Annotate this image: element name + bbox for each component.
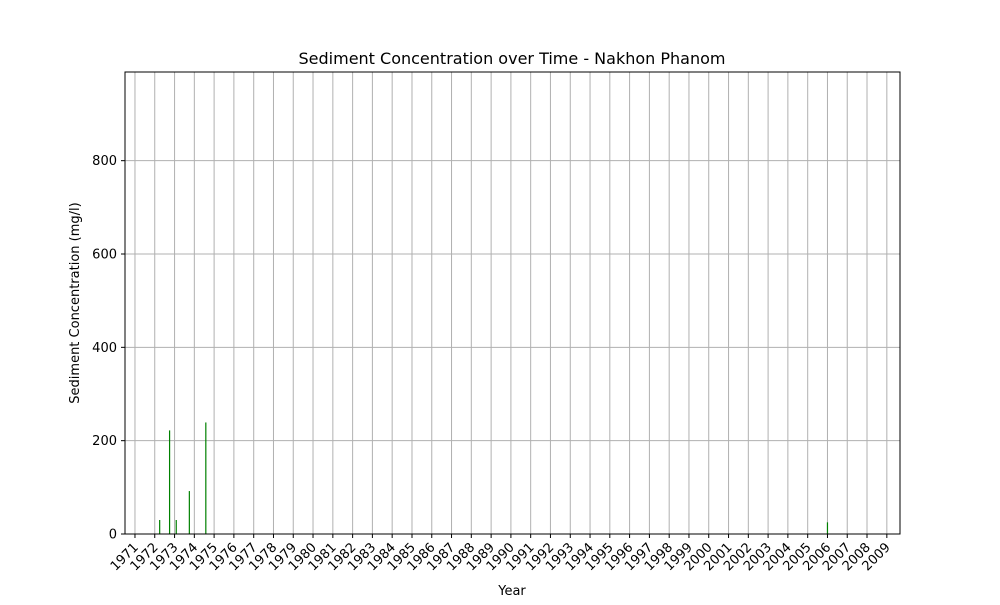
bar	[168, 430, 171, 534]
bar	[826, 522, 829, 534]
bar	[159, 520, 161, 534]
bar	[205, 422, 207, 534]
x-axis-label: Year	[497, 584, 526, 599]
y-tick-label: 0	[109, 528, 117, 543]
y-tick-label: 200	[92, 434, 117, 449]
plot-area-frame	[124, 71, 901, 535]
y-tick-label: 800	[92, 154, 117, 169]
grid-lines	[125, 72, 900, 535]
bars	[159, 422, 829, 534]
chart-title: Sediment Concentration over Time - Nakho…	[299, 49, 726, 68]
y-tick-label: 600	[92, 248, 117, 263]
axis-ticks: 1971197219731974197519761977197819791980…	[92, 154, 893, 574]
bar	[188, 491, 190, 534]
bar	[175, 520, 177, 534]
y-axis-label: Sediment Concentration (mg/l)	[68, 202, 83, 403]
y-tick-label: 400	[92, 341, 117, 356]
